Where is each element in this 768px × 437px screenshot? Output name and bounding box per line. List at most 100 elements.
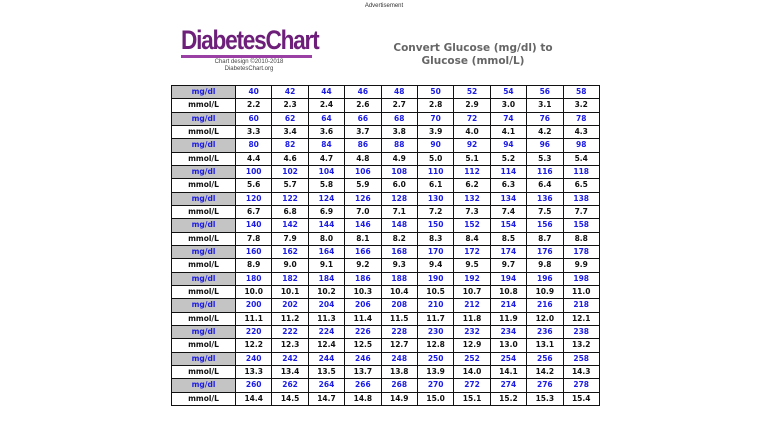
mgdl-row-header: mg/dl (171, 378, 236, 393)
mgdl-row-header: mg/dl (171, 84, 236, 100)
mmol-value-cell: 7.1 (380, 204, 418, 220)
mmol-value-cell: 4.2 (526, 124, 564, 140)
mmol-row: mmol/L 11.1 11.2 11.3 11.4 11.5 11.7 11.8 11.9 12… (171, 311, 600, 326)
mgdl-value-cell: 84 (307, 138, 346, 153)
mgdl-row: mg/dl 100 102 104 106 108 110 112 114 116 118 (171, 164, 600, 180)
mmol-row: mmol/L 14.4 14.5 14.7 14.8 14.9 15.0 15.1 15.2 15… (171, 391, 600, 406)
mmol-value-cell: 14.2 (526, 364, 564, 380)
mgdl-row-header: mg/dl (171, 191, 236, 206)
mgdl-value-cell: 194 (489, 271, 528, 286)
mmol-value-cell: 12.0 (526, 311, 564, 326)
page-title: Convert Glucose (mg/dl) to Glucose (mmol… (380, 42, 566, 68)
mmol-value-cell: 5.7 (271, 178, 309, 193)
mmol-value-cell: 12.4 (307, 338, 346, 353)
mgdl-row: mg/dl 120 122 124 126 128 130 132 134 136 138 (171, 191, 600, 206)
mmol-value-cell: 11.4 (344, 311, 382, 326)
mmol-value-cell: 2.9 (453, 98, 491, 113)
mgdl-row: mg/dl 80 82 84 86 88 90 92 94 96 98 (171, 138, 600, 153)
mgdl-value-cell: 60 (234, 111, 273, 126)
mgdl-value-cell: 190 (416, 271, 455, 286)
mmol-value-cell: 2.4 (307, 98, 346, 113)
mmol-value-cell: 3.1 (526, 98, 564, 113)
mmol-value-cell: 12.1 (562, 311, 600, 326)
mgdl-value-cell: 64 (307, 111, 346, 126)
mgdl-value-cell: 120 (234, 191, 273, 206)
mmol-row-header: mmol/L (171, 231, 236, 246)
mgdl-value-cell: 104 (307, 164, 346, 180)
mmol-value-cell: 11.0 (562, 284, 600, 300)
mmol-value-cell: 8.8 (562, 231, 600, 246)
mmol-value-cell: 14.7 (307, 391, 346, 406)
mmol-value-cell: 10.7 (453, 284, 491, 300)
mgdl-value-cell: 266 (344, 378, 382, 393)
mgdl-row-header: mg/dl (171, 111, 236, 126)
mgdl-row: mg/dl 160 162 164 166 168 170 172 174 176 178 (171, 244, 600, 260)
mmol-value-cell: 9.4 (416, 258, 455, 273)
mmol-value-cell: 5.9 (344, 178, 382, 193)
mgdl-value-cell: 176 (526, 244, 564, 260)
mmol-row: mmol/L 5.6 5.7 5.8 5.9 6.0 6.1 6.2 6.3 6.4 6.5 (171, 178, 600, 193)
mgdl-value-cell: 174 (489, 244, 528, 260)
mmol-value-cell: 9.9 (562, 258, 600, 273)
mgdl-value-cell: 202 (271, 298, 309, 313)
mmol-value-cell: 14.1 (489, 364, 528, 380)
mgdl-value-cell: 112 (453, 164, 491, 180)
mmol-value-cell: 7.7 (562, 204, 600, 220)
mmol-value-cell: 13.9 (416, 364, 455, 380)
mmol-value-cell: 11.9 (489, 311, 528, 326)
mmol-value-cell: 15.4 (562, 391, 600, 406)
mmol-value-cell: 14.9 (380, 391, 418, 406)
mmol-value-cell: 6.7 (234, 204, 273, 220)
mgdl-row-header: mg/dl (171, 324, 236, 340)
mgdl-value-cell: 172 (453, 244, 491, 260)
mgdl-value-cell: 86 (344, 138, 382, 153)
mgdl-value-cell: 110 (416, 164, 455, 180)
mgdl-value-cell: 150 (416, 218, 455, 233)
mgdl-value-cell: 128 (380, 191, 418, 206)
mgdl-value-cell: 182 (271, 271, 309, 286)
mmol-value-cell: 10.8 (489, 284, 528, 300)
mgdl-row-header: mg/dl (171, 298, 236, 313)
mgdl-value-cell: 200 (234, 298, 273, 313)
mgdl-value-cell: 192 (453, 271, 491, 286)
mmol-value-cell: 4.1 (489, 124, 528, 140)
mgdl-value-cell: 216 (526, 298, 564, 313)
mmol-value-cell: 3.0 (489, 98, 528, 113)
diabeteschart-logo[interactable]: DiabetesChart Chart design ©2010-2018 Di… (181, 26, 320, 73)
mmol-value-cell: 3.2 (562, 98, 600, 113)
mgdl-value-cell: 248 (380, 351, 418, 366)
mmol-row-header: mmol/L (171, 178, 236, 193)
mmol-value-cell: 12.7 (380, 338, 418, 353)
mmol-value-cell: 15.3 (526, 391, 564, 406)
mmol-row: mmol/L 4.4 4.6 4.7 4.8 4.9 5.0 5.1 5.2 5.3 5.4 (171, 151, 600, 166)
mmol-value-cell: 11.5 (380, 311, 418, 326)
mgdl-value-cell: 76 (526, 111, 564, 126)
mmol-value-cell: 7.4 (489, 204, 528, 220)
mmol-value-cell: 14.4 (234, 391, 273, 406)
mmol-value-cell: 7.9 (271, 231, 309, 246)
mmol-row-header: mmol/L (171, 258, 236, 273)
mgdl-value-cell: 260 (234, 378, 273, 393)
mmol-value-cell: 7.2 (416, 204, 455, 220)
mmol-value-cell: 4.9 (380, 151, 418, 166)
mgdl-value-cell: 40 (234, 84, 273, 100)
mmol-value-cell: 5.0 (416, 151, 455, 166)
mgdl-value-cell: 134 (489, 191, 528, 206)
mgdl-value-cell: 46 (344, 84, 382, 100)
mgdl-value-cell: 186 (344, 271, 382, 286)
mgdl-value-cell: 262 (271, 378, 309, 393)
mmol-row-header: mmol/L (171, 338, 236, 353)
mmol-value-cell: 6.1 (416, 178, 455, 193)
mgdl-value-cell: 160 (234, 244, 273, 260)
mmol-value-cell: 2.8 (416, 98, 455, 113)
mgdl-value-cell: 238 (562, 324, 600, 340)
mgdl-value-cell: 224 (307, 324, 346, 340)
mgdl-value-cell: 166 (344, 244, 382, 260)
mgdl-value-cell: 98 (562, 138, 600, 153)
mmol-row-header: mmol/L (171, 284, 236, 300)
mmol-value-cell: 10.0 (234, 284, 273, 300)
mgdl-value-cell: 232 (453, 324, 491, 340)
mgdl-value-cell: 188 (380, 271, 418, 286)
mgdl-value-cell: 50 (416, 84, 455, 100)
mgdl-value-cell: 228 (380, 324, 418, 340)
